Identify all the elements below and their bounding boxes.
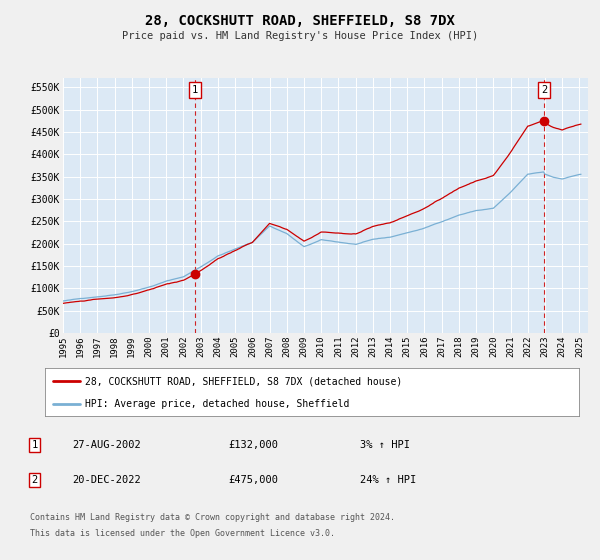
Text: £475,000: £475,000 [228,475,278,485]
Text: 1: 1 [191,85,198,95]
Text: 2: 2 [541,85,547,95]
Text: 28, COCKSHUTT ROAD, SHEFFIELD, S8 7DX (detached house): 28, COCKSHUTT ROAD, SHEFFIELD, S8 7DX (d… [85,376,403,386]
Text: Price paid vs. HM Land Registry's House Price Index (HPI): Price paid vs. HM Land Registry's House … [122,31,478,41]
Text: HPI: Average price, detached house, Sheffield: HPI: Average price, detached house, Shef… [85,399,349,409]
Text: 28, COCKSHUTT ROAD, SHEFFIELD, S8 7DX: 28, COCKSHUTT ROAD, SHEFFIELD, S8 7DX [145,14,455,28]
Text: 20-DEC-2022: 20-DEC-2022 [72,475,141,485]
Text: 24% ↑ HPI: 24% ↑ HPI [360,475,416,485]
Text: Contains HM Land Registry data © Crown copyright and database right 2024.: Contains HM Land Registry data © Crown c… [30,514,395,522]
Text: 27-AUG-2002: 27-AUG-2002 [72,440,141,450]
Text: 3% ↑ HPI: 3% ↑ HPI [360,440,410,450]
Text: This data is licensed under the Open Government Licence v3.0.: This data is licensed under the Open Gov… [30,529,335,538]
Text: 2: 2 [32,475,38,485]
Text: 1: 1 [32,440,38,450]
Text: £132,000: £132,000 [228,440,278,450]
